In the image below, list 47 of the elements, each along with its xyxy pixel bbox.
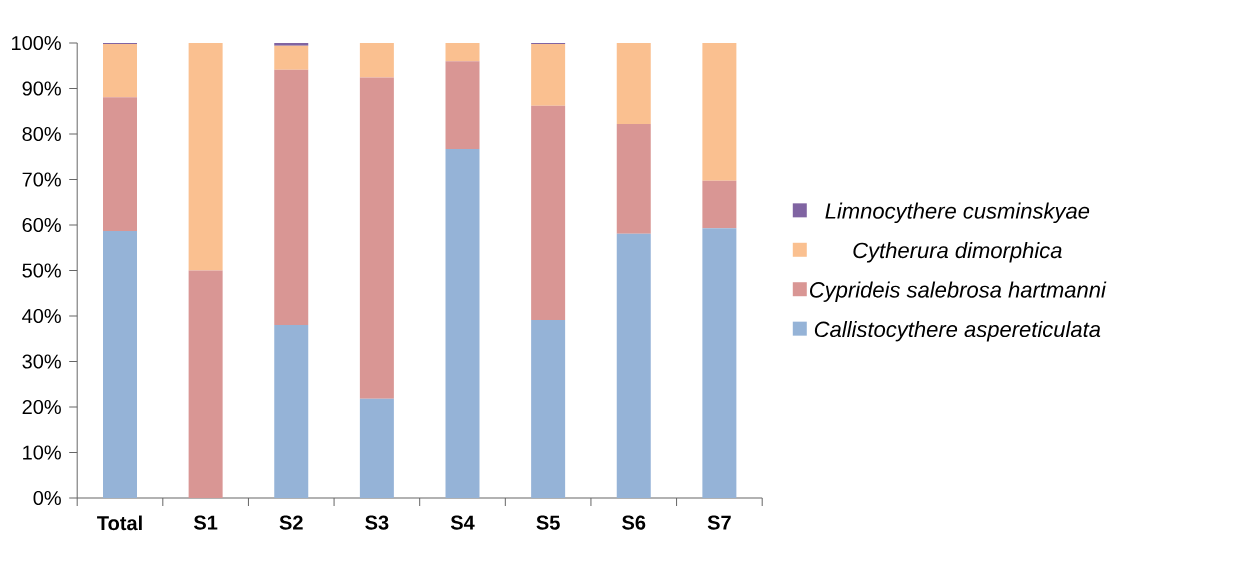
bar [103,230,137,498]
bar [274,69,309,326]
bar [274,325,309,498]
bar [702,180,737,229]
x-tick-label: S6 [622,515,646,530]
x-tick-label: S1 [193,515,218,530]
y-tick-label: 80% [22,126,61,142]
y-tick-label: 20% [22,399,61,415]
x-tick-label: S7 [707,515,731,530]
x-tick-label: S2 [279,515,303,530]
bar [702,43,737,181]
bar [359,43,394,78]
y-tick-label: 30% [22,354,61,369]
bar [188,270,223,498]
bar [445,61,480,150]
x-tick-label: S3 [365,515,389,530]
bar [616,43,651,124]
bar [274,43,309,46]
x-tick-label: Total [97,515,142,531]
bar [274,45,309,70]
bar [359,77,394,399]
bar [616,123,651,234]
bar [616,233,651,498]
y-tick-label: 100% [12,35,61,51]
y-tick-label: 10% [23,445,61,460]
y-tick-label: 70% [22,172,61,187]
legend-label: Callistocythere aspereticulata [814,320,1101,342]
y-tick-label: 0% [33,490,61,506]
bar [445,149,480,498]
bar [531,320,566,498]
bar [188,43,223,271]
y-tick-label: 50% [22,263,61,278]
y-tick-label: 60% [22,217,61,233]
legend-label: Cyprideis salebrosa hartmanni [809,281,1107,302]
bar [445,43,480,62]
x-tick-label: S4 [450,515,475,530]
bar [531,105,566,321]
x-tick-label: S5 [536,515,560,530]
legend-label: Limnocythere cusminskyae [825,202,1090,224]
bar [359,398,394,498]
bar [702,228,737,498]
y-tick-label: 90% [22,81,61,96]
bar [103,97,137,231]
bar [531,43,566,106]
y-tick-label: 40% [22,308,61,324]
legend-label: Cytherura dimorphica [853,242,1062,263]
bar [103,43,137,98]
